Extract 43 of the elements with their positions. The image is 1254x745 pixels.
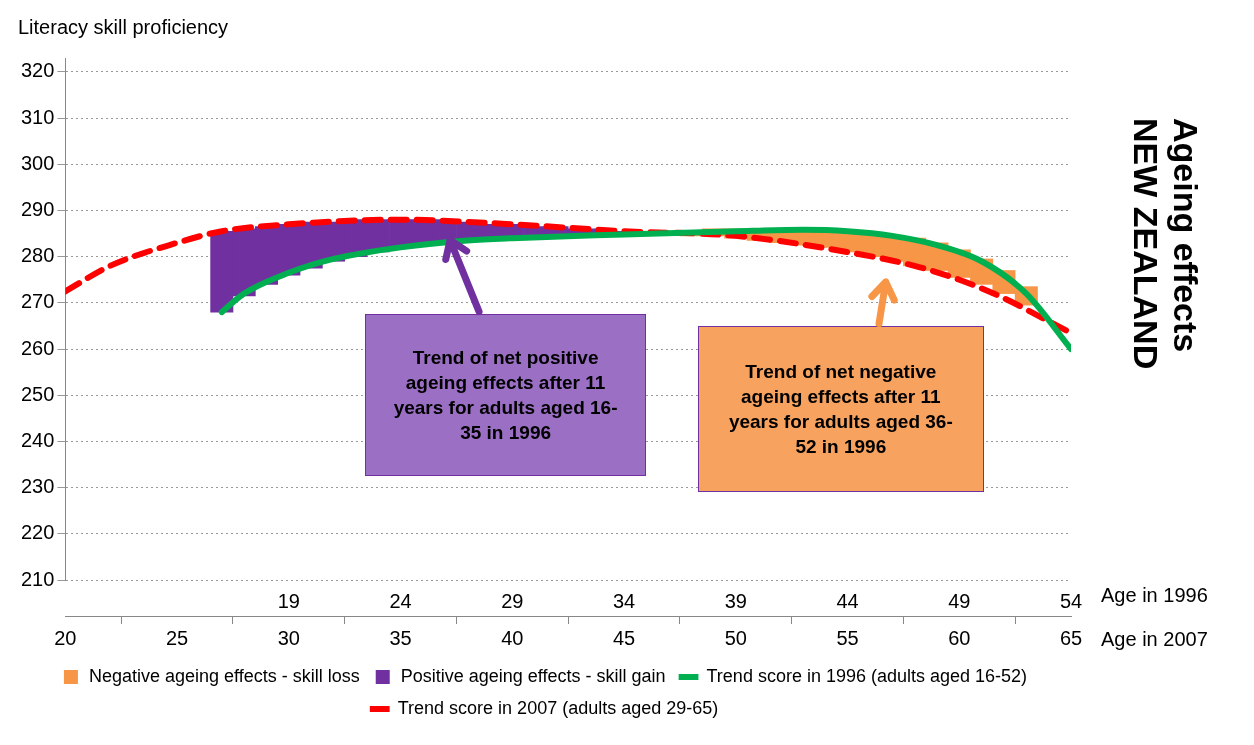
y-tick-label: 230 (20, 475, 55, 498)
y-tick-label: 290 (20, 197, 55, 220)
x-tick-label: 20 (54, 626, 77, 649)
x-tick-label: 60 (948, 626, 971, 649)
y-tick-label: 320 (20, 59, 55, 82)
x-tick-label: 50 (724, 626, 747, 649)
x-tick-label: 45 (612, 626, 636, 649)
annotation: Trend of net negative ageing effects after 11 years for adults aged 36-52 in 1996 (727, 360, 954, 460)
legend-label: Trend score in 2007 (adults aged 29-65) (397, 697, 719, 718)
y-tick-label: 210 (20, 567, 55, 590)
y-axis-title: Literacy skill proficiency (18, 15, 229, 38)
x2-tick-label: 54 (1059, 589, 1083, 612)
x-tick-label: 55 (836, 626, 859, 649)
x2-tick-label: 19 (277, 589, 300, 612)
text: Ageing effects (1166, 118, 1206, 355)
x2-tick-label: 34 (612, 589, 636, 612)
y-tick-label: 240 (20, 428, 55, 451)
x-axis-title: Age in 2007 (1101, 627, 1208, 650)
x-tick-label: 40 (501, 626, 524, 649)
y-tick-label: 310 (20, 105, 55, 128)
x2-tick-label: 29 (501, 589, 524, 612)
y-tick-label: 260 (20, 336, 55, 359)
x2-tick-label: 39 (724, 589, 747, 612)
x-tick-label: 25 (165, 626, 189, 649)
x-tick-label: 35 (389, 626, 412, 649)
x2-axis-title: Age in 1996 (1101, 583, 1208, 606)
y-tick-label: 220 (20, 521, 55, 544)
legend-label: Trend score in 1996 (adults aged 16-52) (706, 665, 1028, 686)
note-box: Trend of net positive ageing effects after 11 years for adults aged 16-35 in 1996 (364, 314, 647, 477)
note-box: Trend of net negative ageing effects after 11 years for adults aged 36-52 in 1996 (697, 325, 984, 493)
y-tick-label: 250 (20, 382, 55, 405)
annotation: Trend of net positive ageing effects after 11 years for adults aged 16-35 in 1996 (392, 346, 619, 446)
y-tick-label: 270 (20, 290, 55, 313)
x2-tick-label: 24 (389, 589, 412, 612)
text: NEW ZEALAND (1126, 118, 1166, 370)
legend-label: Positive ageing effects - skill gain (400, 665, 666, 686)
y-tick-label: 280 (20, 244, 55, 267)
x2-tick-label: 44 (836, 589, 859, 612)
x-tick-label: 65 (1059, 626, 1083, 649)
y-tick-label: 300 (20, 151, 55, 174)
x2-tick-label: 49 (948, 589, 971, 612)
x-tick-label: 30 (277, 626, 300, 649)
legend-label: Negative ageing effects - skill loss (88, 665, 360, 686)
